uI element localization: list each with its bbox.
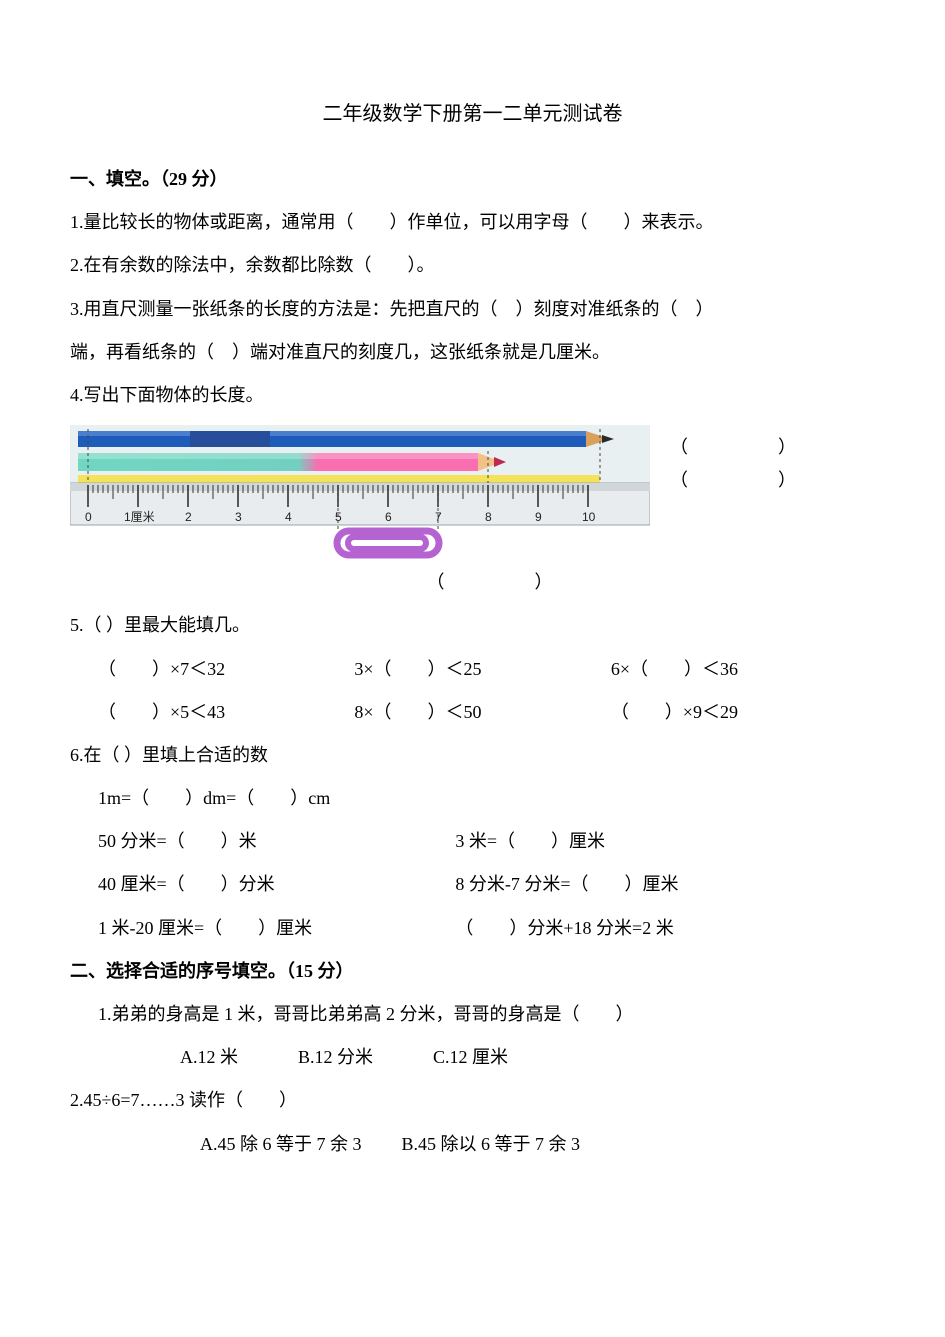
q5r2a: （ ）×5＜43 [98, 691, 354, 734]
svg-text:10: 10 [582, 510, 596, 524]
pencil-blue-answer: （ ） [670, 431, 796, 463]
svg-text:8: 8 [485, 510, 492, 524]
s2q2-opts: A.45 除 6 等于 7 余 3 B.45 除以 6 等于 7 余 3 [70, 1123, 875, 1166]
q5r1b: 3×（ ）＜25 [354, 648, 610, 691]
svg-text:6: 6 [385, 510, 392, 524]
q2: 2.在有余数的除法中，余数都比除数（ ）。 [70, 244, 875, 287]
q5r1a: （ ）×7＜32 [98, 648, 354, 691]
svg-text:4: 4 [285, 510, 292, 524]
clip-answer: （ ） [427, 561, 553, 604]
q6b: 50 分米=（ ）米 3 米=（ ）厘米 [70, 820, 875, 863]
q6b1: 50 分米=（ ）米 [98, 820, 455, 863]
q5r2c: （ ）×9＜29 [611, 691, 867, 734]
q3-line1: 3.用直尺测量一张纸条的长度的方法是：先把直尺的（ ）刻度对准纸条的（ ） [70, 288, 875, 331]
ruler-figure: 01厘米2345678910 clip （ ） （ ） （ ） [70, 425, 875, 604]
q6d1: 1 米-20 厘米=（ ）厘米 [98, 907, 455, 950]
q5r1c: 6×（ ）＜36 [611, 648, 867, 691]
q6d2: （ ）分米+18 分米=2 米 [455, 907, 875, 950]
q6: 6.在（ ）里填上合适的数 [70, 734, 875, 777]
svg-text:0: 0 [85, 510, 92, 524]
s2q2: 2.45÷6=7……3 读作（ ） [70, 1079, 875, 1122]
svg-text:9: 9 [535, 510, 542, 524]
svg-text:1厘米: 1厘米 [124, 510, 155, 524]
s2q1-opts: A.12 米 B.12 分米 C.12 厘米 [70, 1036, 875, 1079]
q6c: 40 厘米=（ ）分米 8 分米-7 分米=（ ）厘米 [70, 863, 875, 906]
q6c1: 40 厘米=（ ）分米 [98, 863, 455, 906]
s2q2b: B.45 除以 6 等于 7 余 3 [402, 1123, 581, 1166]
q6b2: 3 米=（ ）厘米 [455, 820, 875, 863]
svg-text:3: 3 [235, 510, 242, 524]
s2q1: 1.弟弟的身高是 1 米，哥哥比弟弟高 2 分米，哥哥的身高是（ ） [70, 993, 875, 1036]
s2q1b: B.12 分米 [298, 1036, 373, 1079]
q4: 4.写出下面物体的长度。 [70, 374, 875, 417]
q5r2b: 8×（ ）＜50 [354, 691, 610, 734]
q5-row1: （ ）×7＜32 3×（ ）＜25 6×（ ）＜36 [70, 648, 875, 691]
s2q2a: A.45 除 6 等于 7 余 3 [200, 1123, 362, 1166]
q6a: 1m=（ ）dm=（ ）cm [70, 777, 875, 820]
s2q1c: C.12 厘米 [433, 1036, 508, 1079]
q6c2: 8 分米-7 分米=（ ）厘米 [455, 863, 875, 906]
svg-text:2: 2 [185, 510, 192, 524]
ruler-svg: 01厘米2345678910 [70, 425, 650, 565]
q5: 5.（ ）里最大能填几。 [70, 604, 875, 647]
section-1-head: 一、填空。（29 分） [70, 158, 875, 201]
q6d: 1 米-20 厘米=（ ）厘米 （ ）分米+18 分米=2 米 [70, 907, 875, 950]
q3-line2: 端，再看纸条的（ ）端对准直尺的刻度几，这张纸条就是几厘米。 [70, 331, 875, 374]
page-title: 二年级数学下册第一二单元测试卷 [70, 90, 875, 138]
q1: 1.量比较长的物体或距离，通常用（ ）作单位，可以用字母（ ）来表示。 [70, 201, 875, 244]
q5-row2: （ ）×5＜43 8×（ ）＜50 （ ）×9＜29 [70, 691, 875, 734]
section-2-head: 二、选择合适的序号填空。（15 分） [70, 950, 875, 993]
s2q1a: A.12 米 [180, 1036, 238, 1079]
pencil-pink-answer: （ ） [670, 464, 796, 496]
